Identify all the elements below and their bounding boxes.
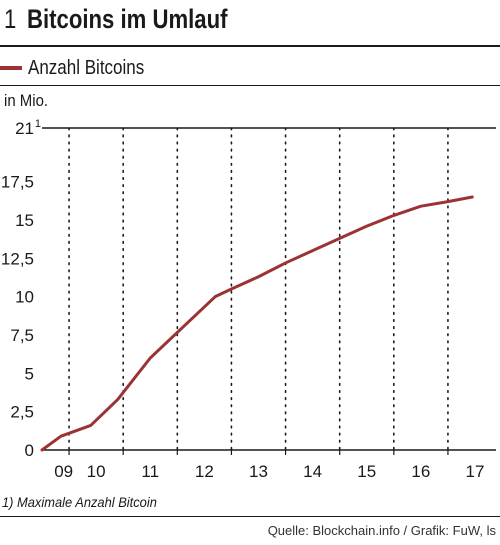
x-tick-label: 09 [54,462,73,481]
x-tick-label: 11 [141,462,159,481]
x-tick-label: 10 [87,462,106,481]
legend-swatch [0,66,22,70]
y-axis-unit-label: in Mio. [4,91,49,110]
chart-title: Bitcoins im Umlauf [27,4,228,34]
y-tick-label: 21 [15,119,34,138]
y-tick-label: 12,5 [1,249,34,268]
y-tick-label: 0 [25,441,34,460]
legend-label: Anzahl Bitcoins [28,56,145,79]
x-tick-label: 17 [466,462,485,481]
legend: Anzahl Bitcoins [0,55,165,81]
x-tick-label: 12 [195,462,214,481]
y-tick-footnote-marker: 1 [35,118,41,130]
series-line [40,195,474,452]
header-rule [0,45,500,47]
footnote-rule [0,516,500,517]
source-credit: Quelle: Blockchain.info / Grafik: FuW, l… [267,523,496,538]
legend-rule [0,85,500,86]
y-tick-label: 5 [25,364,34,383]
x-tick-label: 13 [249,462,268,481]
x-tick-label: 16 [411,462,430,481]
y-tick-label: 10 [15,288,34,307]
x-tick-label: 14 [303,462,322,481]
y-tick-label: 17,5 [1,173,34,192]
y-tick-label: 7,5 [10,326,34,345]
x-tick-label: 15 [357,462,376,481]
y-tick-label: 15 [15,211,34,230]
chart-number: 1 [4,4,17,34]
y-tick-label: 2,5 [10,403,34,422]
footnote: 1) Maximale Anzahl Bitcoin [2,494,157,510]
line-chart: 0 2,5 5 7,5 10 12,5 15 17,5 21 1 09 10 11 12 13 14 15 16 1… [1,118,496,481]
